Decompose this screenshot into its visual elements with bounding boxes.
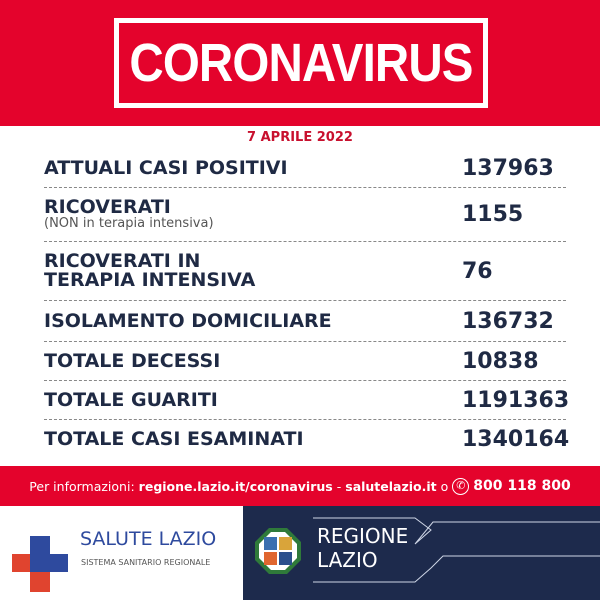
stat-label: RICOVERATI IN TERAPIA INTENSIVA — [44, 250, 256, 291]
stat-label: TOTALE GUARITI — [44, 388, 218, 411]
info-bar: Per informazioni: regione.lazio.it/coron… — [0, 466, 600, 506]
info-or: o — [440, 478, 449, 494]
regione-lazio-title: REGIONE LAZIO — [317, 524, 408, 572]
stat-row: TOTALE CASI ESAMINATI 1340164 — [44, 420, 570, 458]
header-banner: CORONAVIRUS — [0, 0, 600, 126]
phone-number[interactable]: 800 118 800 — [473, 478, 571, 494]
regione-line1: REGIONE — [317, 524, 409, 548]
stat-row: RICOVERATI (NON in terapia intensiva) 115… — [44, 188, 566, 242]
link-salutelazio[interactable]: salutelazio.it — [345, 478, 437, 494]
info-prefix: Per informazioni: — [29, 478, 135, 494]
stat-label: RICOVERATI (NON in terapia intensiva) — [44, 198, 462, 231]
phone-icon: ✆ — [452, 477, 470, 495]
report-date: 7 APRILE 2022 — [247, 130, 353, 145]
stat-label: TOTALE CASI ESAMINATI — [44, 427, 304, 450]
page-title: CORONAVIRUS — [129, 33, 473, 93]
stat-value: 1155 — [462, 202, 524, 227]
medical-cross-icon — [12, 536, 68, 592]
stat-value: 10838 — [462, 348, 539, 374]
stat-sublabel: (NON in terapia intensiva) — [44, 216, 214, 231]
stat-label: TOTALE DECESSI — [44, 349, 221, 372]
regione-lazio-logo: REGIONE LAZIO — [243, 506, 600, 600]
stat-value: 1340164 — [462, 426, 570, 452]
stat-label: ISOLAMENTO DOMICILIARE — [44, 309, 332, 332]
stat-row: ISOLAMENTO DOMICILIARE 136732 — [44, 301, 566, 342]
salute-lazio-logo: SALUTE LAZIO SISTEMA SANITARIO REGIONALE — [0, 506, 243, 600]
salute-lazio-subtitle: SISTEMA SANITARIO REGIONALE — [81, 558, 211, 567]
regione-emblem-icon — [255, 528, 301, 574]
decorative-lines — [313, 517, 600, 583]
stat-row: ATTUALI CASI POSITIVI 137963 — [44, 150, 566, 188]
stat-row: TOTALE DECESSI 10838 — [44, 342, 566, 381]
salute-lazio-title: SALUTE LAZIO — [80, 528, 217, 550]
regione-line2: LAZIO — [317, 548, 378, 572]
info-separator: - — [336, 478, 342, 494]
link-regione[interactable]: regione.lazio.it/coronavirus — [138, 478, 333, 494]
stat-value: 137963 — [462, 156, 554, 181]
stat-row: TOTALE GUARITI 1191363 — [44, 381, 570, 420]
stat-row: RICOVERATI IN TERAPIA INTENSIVA 76 — [44, 242, 566, 301]
stat-value: 136732 — [462, 308, 554, 334]
stat-value: 1191363 — [462, 387, 570, 413]
title-box: CORONAVIRUS — [114, 18, 488, 108]
stat-label-main: RICOVERATI — [44, 196, 171, 218]
stat-label: ATTUALI CASI POSITIVI — [44, 157, 288, 179]
stat-value: 76 — [462, 258, 493, 284]
